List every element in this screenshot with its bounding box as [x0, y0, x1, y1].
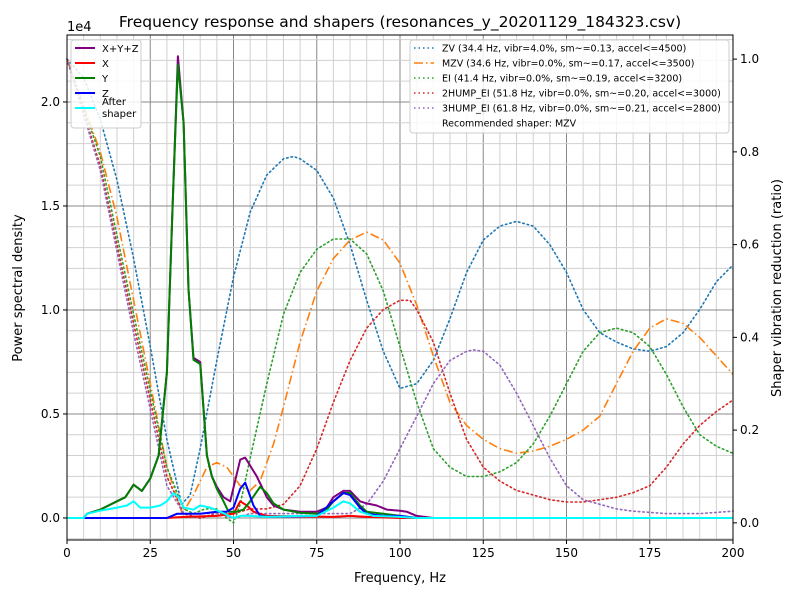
x-tick-label: 75	[309, 546, 324, 560]
legend-label: Y	[101, 74, 109, 85]
legend-label: Z	[102, 89, 109, 100]
y2-tick-label: 0.8	[740, 145, 759, 159]
x-tick-label: 200	[722, 546, 745, 560]
y2-tick-label: 0.6	[740, 238, 759, 252]
y-tick-label: 1.0	[41, 303, 60, 317]
legend-label-line: After	[102, 97, 127, 108]
y-axis-left: 0.0 0.5 1.0 1.5 2.0	[41, 95, 67, 525]
legend-label: 2HUMP_EI (51.8 Hz, vibr=0.0%, sm~=0.20, …	[442, 89, 721, 100]
recommended-shaper-note: Recommended shaper: MZV	[442, 119, 577, 130]
psd-line-after	[67, 492, 733, 519]
legend-label: After shaper	[102, 97, 137, 120]
y-tick-label: 0.5	[41, 407, 60, 421]
x-tick-label: 125	[472, 546, 495, 560]
y2-tick-label: 0.2	[740, 423, 759, 437]
x-tick-label: 0	[63, 546, 71, 560]
y-tick-label: 0.0	[41, 511, 60, 525]
x-tick-label: 175	[638, 546, 661, 560]
psd-line-x	[67, 500, 733, 519]
y2-tick-label: 1.0	[740, 52, 759, 66]
legend-label: X	[102, 59, 109, 70]
chart-title: Frequency response and shapers (resonanc…	[119, 13, 681, 32]
psd-curves	[67, 55, 733, 519]
y-offset-text: 1e4	[67, 20, 92, 35]
legend-label: X+Y+Z	[102, 44, 139, 55]
legend-label: EI (41.4 Hz, vibr=0.0%, sm~=0.19, accel<…	[442, 74, 682, 85]
legend-label-line: shaper	[102, 109, 137, 120]
y-tick-label: 1.5	[41, 199, 60, 213]
y-axis-right: 0.0 0.2 0.4 0.6 0.8 1.0	[733, 52, 759, 530]
x-tick-label: 50	[226, 546, 241, 560]
legend-shapers: ZV (34.4 Hz, vibr=4.0%, sm~=0.13, accel<…	[409, 39, 730, 134]
y-tick-label: 2.0	[41, 95, 60, 109]
x-tick-label: 25	[143, 546, 158, 560]
x-axis: 0 25 50 75 100 125 150 175 200	[63, 540, 744, 560]
x-tick-label: 100	[389, 546, 412, 560]
shaper-line-mzv	[66, 58, 734, 516]
legend-label: 3HUMP_EI (61.8 Hz, vibr=0.0%, sm~=0.21, …	[442, 104, 721, 115]
y2-tick-label: 0.4	[740, 330, 759, 344]
x-axis-label: Frequency, Hz	[354, 571, 446, 586]
legend-label: MZV (34.6 Hz, vibr=0.0%, sm~=0.17, accel…	[442, 59, 694, 70]
legend-label: ZV (34.4 Hz, vibr=4.0%, sm~=0.13, accel<…	[442, 44, 686, 55]
y2-tick-label: 0.0	[740, 516, 759, 530]
y2-axis-label: Shaper vibration reduction (ratio)	[770, 179, 785, 397]
legend-box	[409, 39, 730, 134]
y-axis-label: Power spectral density	[11, 214, 26, 362]
x-tick-label: 150	[555, 546, 578, 560]
grid	[66, 35, 734, 540]
